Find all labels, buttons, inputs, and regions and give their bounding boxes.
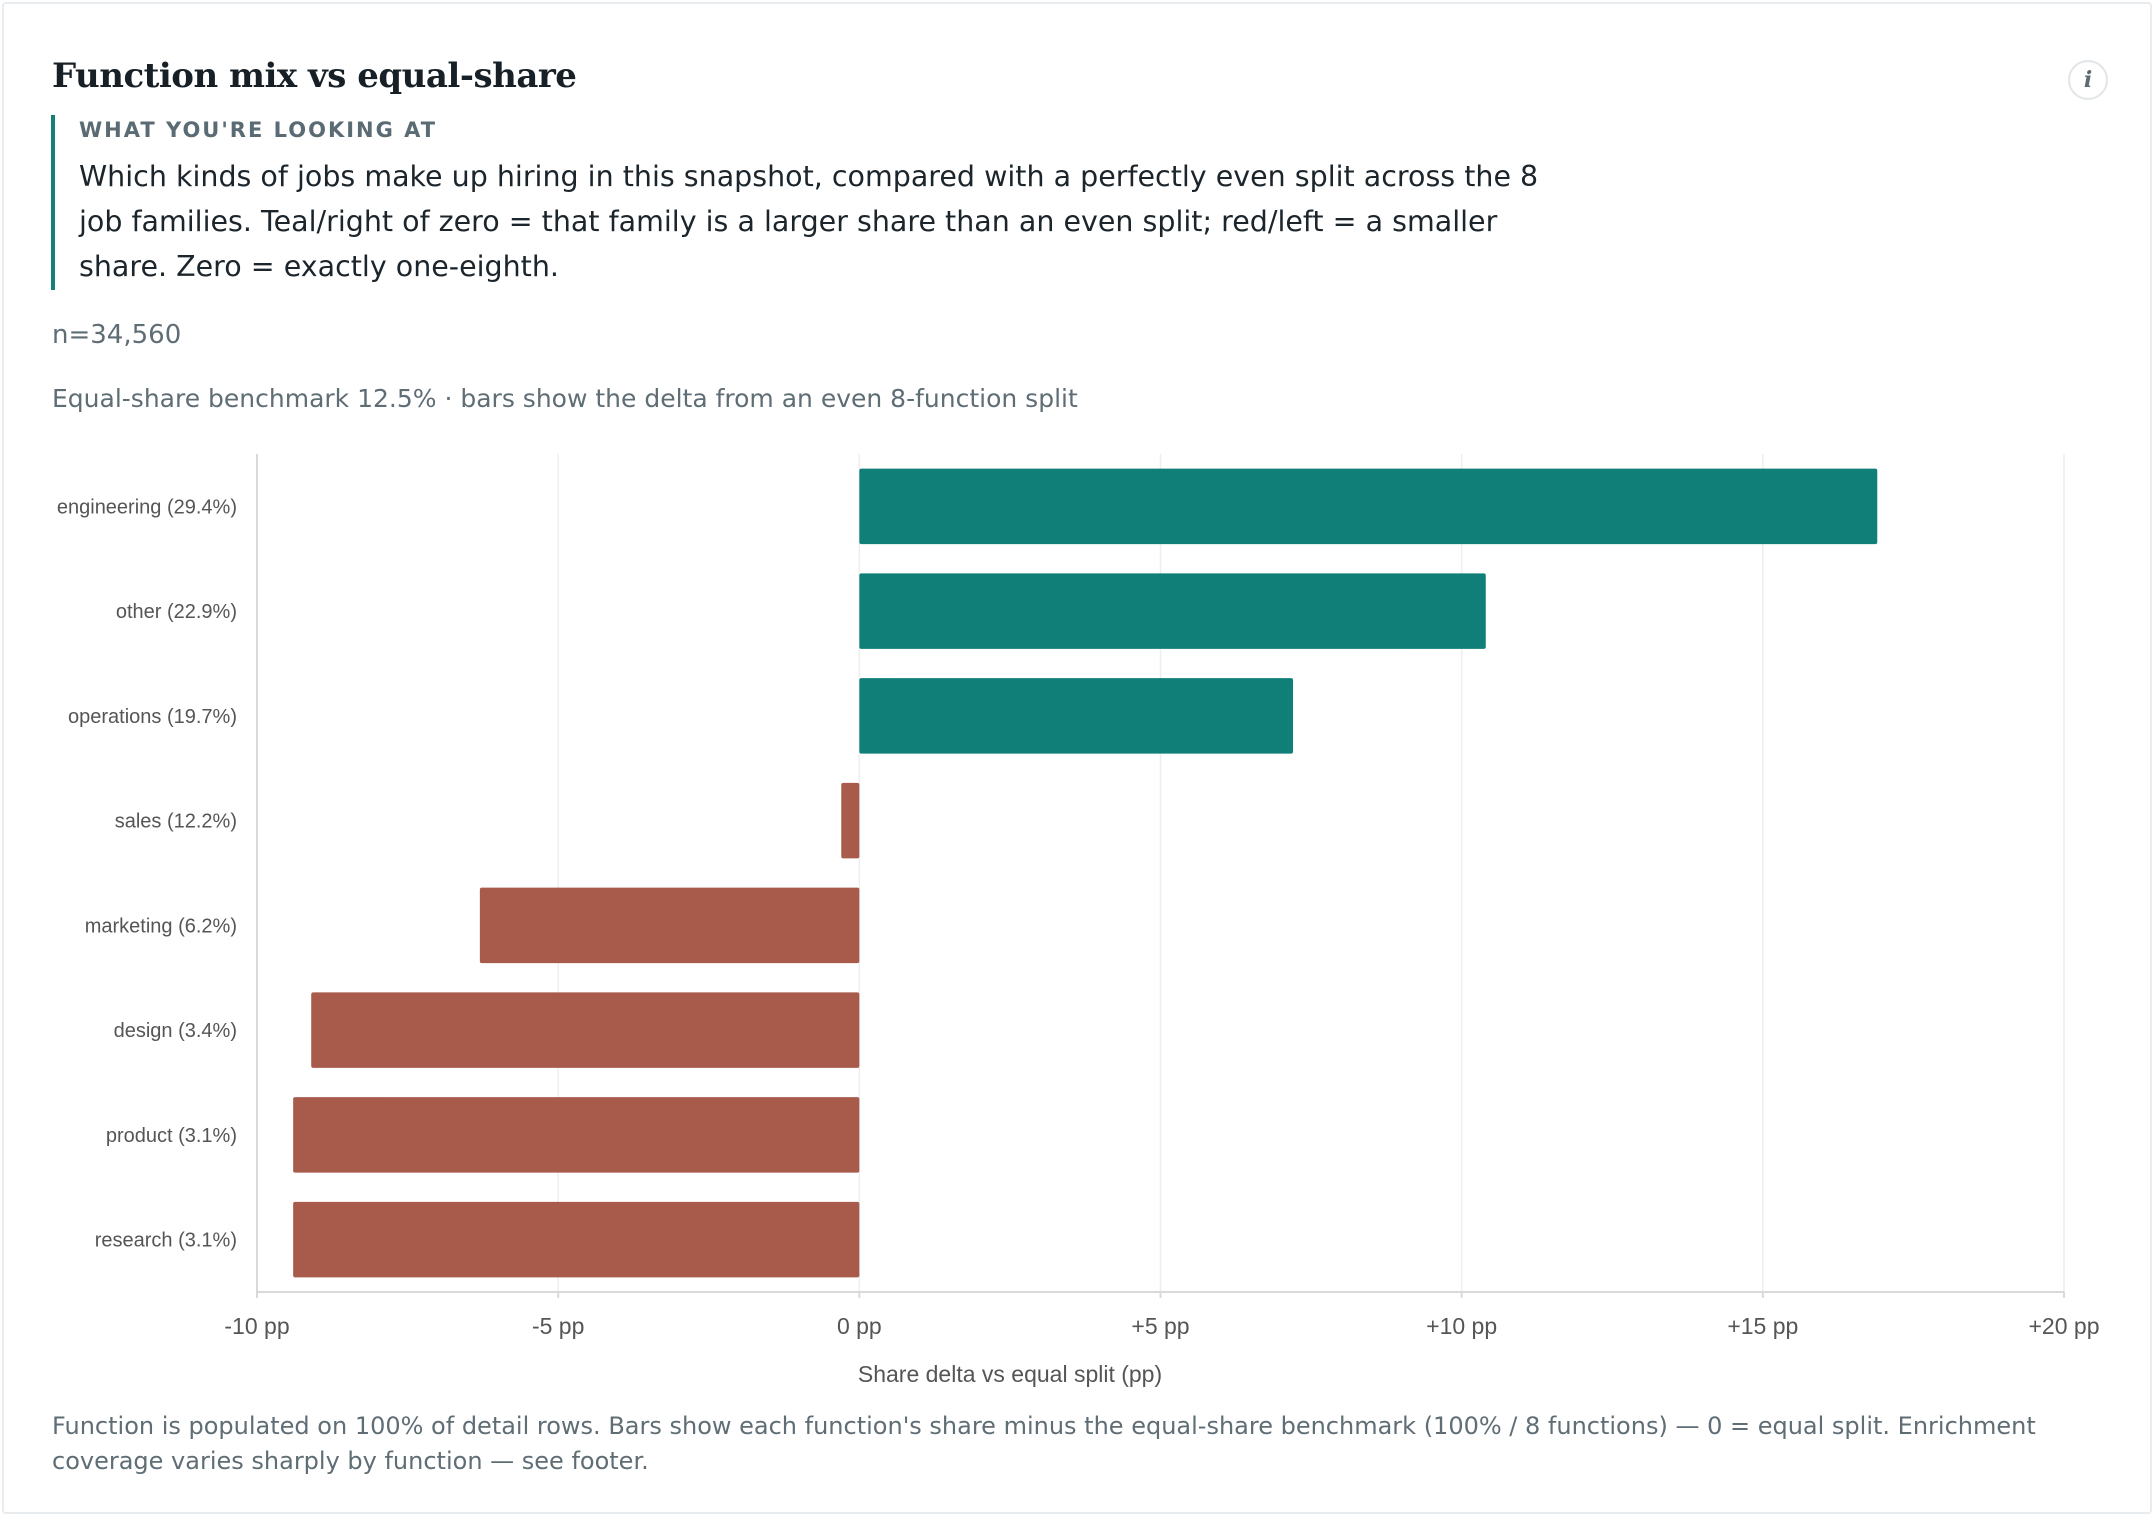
x-tick-label: -10 pp bbox=[224, 1313, 289, 1339]
info-icon[interactable]: i bbox=[2068, 60, 2108, 100]
category-label-layer: engineering (29.4%) other (22.9%) operatio… bbox=[57, 496, 237, 1251]
category-label: research (3.1%) bbox=[95, 1230, 237, 1252]
bar-engineering[interactable] bbox=[859, 468, 1878, 545]
x-tick-label: +10 pp bbox=[1426, 1313, 1497, 1339]
bar-sales[interactable] bbox=[841, 782, 860, 859]
sample-size: n=34,560 bbox=[52, 320, 182, 350]
benchmark-note: Equal-share benchmark 12.5% · bars show … bbox=[52, 384, 1078, 413]
x-tick-label: +5 pp bbox=[1131, 1313, 1189, 1339]
x-tick-label: -5 pp bbox=[532, 1313, 584, 1339]
category-label: sales (12.2%) bbox=[115, 811, 237, 833]
x-axis-title: Share delta vs equal split (pp) bbox=[858, 1361, 1162, 1387]
bar-layer bbox=[293, 468, 1878, 1278]
category-label: marketing (6.2%) bbox=[85, 915, 237, 937]
bar-other[interactable] bbox=[859, 573, 1486, 649]
category-label: operations (19.7%) bbox=[68, 706, 237, 728]
bar-design[interactable] bbox=[311, 992, 860, 1068]
category-label: other (22.9%) bbox=[116, 601, 237, 623]
bar-research[interactable] bbox=[293, 1201, 860, 1278]
x-tick-label: +20 pp bbox=[2029, 1313, 2100, 1339]
bar-product[interactable] bbox=[293, 1097, 860, 1173]
footnote: Function is populated on 100% of detail … bbox=[52, 1412, 2036, 1475]
x-tick-label: 0 pp bbox=[837, 1313, 882, 1339]
x-tick-label: +15 pp bbox=[1727, 1313, 1798, 1339]
category-label: engineering (29.4%) bbox=[57, 496, 237, 518]
explainer-kicker: WHAT YOU'RE LOOKING AT bbox=[79, 118, 438, 142]
card-title: Function mix vs equal-share bbox=[52, 56, 577, 96]
bar-marketing[interactable] bbox=[479, 887, 860, 964]
category-label: design (3.4%) bbox=[114, 1020, 237, 1042]
explainer-callout: WHAT YOU'RE LOOKING AT Which kinds of jo… bbox=[51, 115, 1538, 290]
x-tick-layer: -10 pp -5 pp 0 pp +5 pp +10 pp +15 pp +20 pp bbox=[224, 1313, 2099, 1339]
explainer-body: Which kinds of jobs make up hiring in th… bbox=[79, 160, 1539, 283]
bar-operations[interactable] bbox=[859, 678, 1294, 754]
category-label: product (3.1%) bbox=[106, 1125, 237, 1147]
diverging-bar-chart: engineering (29.4%) other (22.9%) operatio… bbox=[57, 454, 2100, 1387]
